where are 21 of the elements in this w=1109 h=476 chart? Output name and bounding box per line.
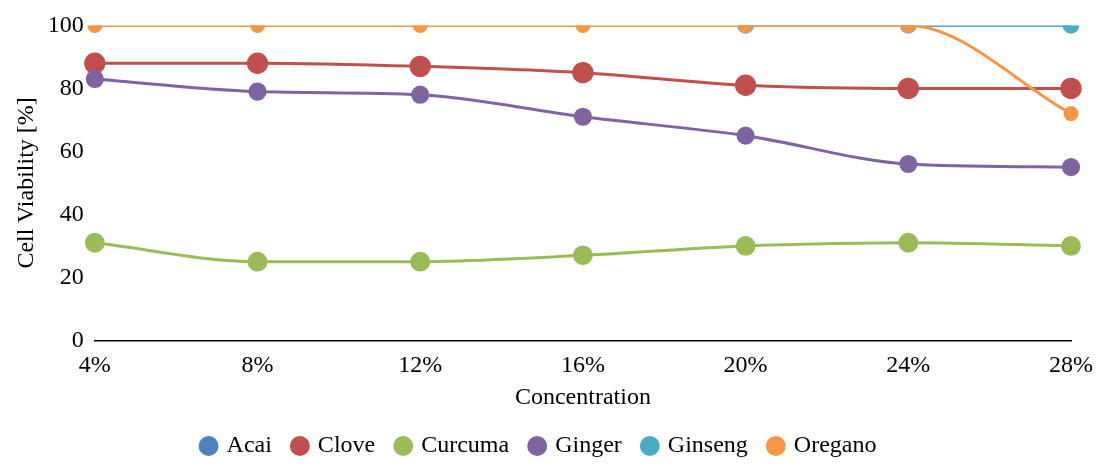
legend-label: Curcuma — [421, 431, 510, 458]
x-tick-label: 20% — [723, 351, 768, 378]
x-tick-label: 24% — [886, 351, 931, 378]
x-tick-label: 16% — [560, 351, 605, 378]
y-tick-label: 60 — [59, 136, 84, 163]
y-tick-label: 80 — [59, 73, 84, 100]
x-tick-label: 12% — [398, 351, 443, 378]
y-axis-title: Cell Viability [%] — [11, 97, 38, 269]
x-tick-label: 8% — [241, 351, 274, 378]
legend-label: Acai — [226, 431, 273, 458]
legend-label: Ginseng — [667, 431, 748, 458]
x-tick-label: 4% — [78, 351, 111, 378]
y-tick-label: 100 — [47, 10, 84, 37]
legend-label: Ginger — [555, 431, 622, 458]
x-tick-label: 28% — [1049, 351, 1093, 378]
y-tick-label: 0 — [71, 325, 84, 352]
x-axis-title: Concentration — [514, 382, 651, 409]
legend-label: Oregano — [793, 431, 877, 458]
legend-label: Clove — [317, 431, 376, 458]
y-tick-label: 20 — [59, 262, 84, 289]
y-tick-label: 40 — [59, 199, 84, 226]
